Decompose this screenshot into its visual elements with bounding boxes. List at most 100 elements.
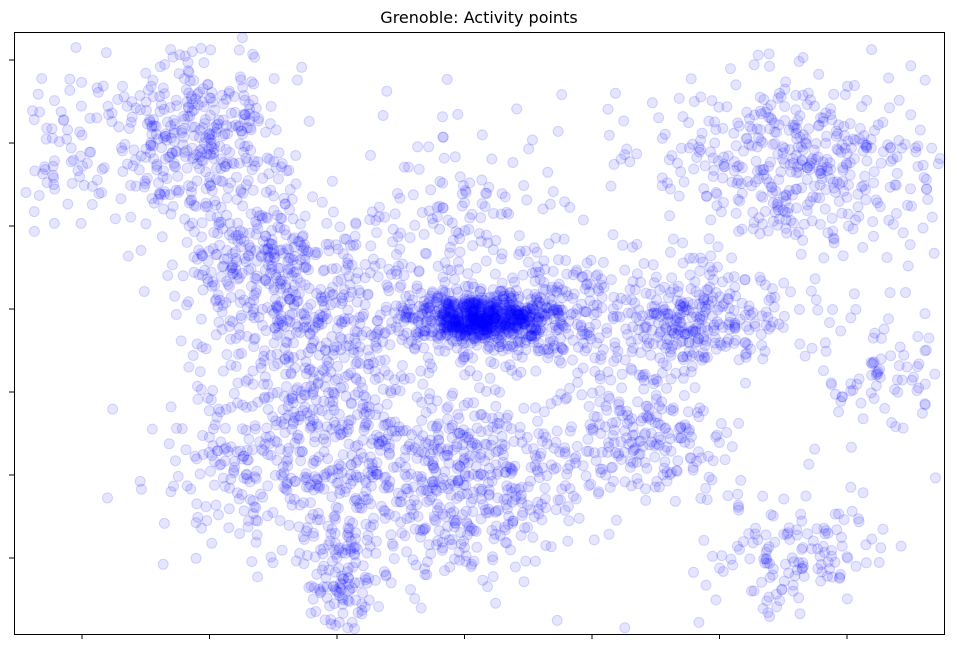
data-point	[726, 252, 738, 264]
data-point	[698, 405, 709, 417]
data-point	[809, 273, 821, 285]
data-point	[918, 172, 930, 183]
data-point	[626, 413, 638, 425]
data-point	[304, 513, 316, 525]
data-point	[515, 366, 527, 378]
data-point	[251, 270, 263, 282]
data-point	[511, 317, 523, 329]
data-point	[279, 413, 291, 424]
data-point	[693, 616, 705, 628]
data-point	[177, 270, 189, 282]
data-point	[677, 351, 688, 363]
data-point	[427, 460, 439, 472]
data-point	[122, 158, 133, 170]
data-point	[467, 352, 479, 364]
data-point	[451, 342, 463, 354]
data-point	[885, 350, 897, 362]
data-point	[538, 277, 550, 288]
data-point	[423, 367, 435, 379]
data-point	[473, 327, 485, 339]
data-point	[367, 433, 379, 445]
data-point	[688, 252, 700, 264]
data-point	[209, 104, 221, 116]
data-point	[378, 566, 390, 578]
data-point	[822, 527, 834, 539]
data-point	[723, 303, 735, 314]
data-point	[912, 161, 924, 172]
data-point	[838, 185, 850, 197]
data-point	[860, 194, 872, 206]
data-point	[594, 370, 606, 381]
data-point	[381, 85, 393, 97]
data-point	[484, 300, 496, 312]
data-point	[437, 287, 449, 298]
data-point	[337, 607, 349, 619]
data-point	[761, 595, 773, 607]
data-point	[464, 310, 476, 322]
data-point	[502, 309, 514, 321]
data-point	[512, 300, 524, 312]
data-point	[701, 351, 713, 363]
data-point	[510, 309, 522, 321]
data-point	[403, 307, 415, 319]
data-point	[577, 460, 589, 472]
data-point	[477, 574, 489, 586]
data-point	[397, 302, 409, 314]
data-point	[666, 150, 678, 161]
data-point	[788, 217, 799, 229]
data-point	[217, 176, 229, 188]
data-point	[516, 327, 528, 339]
data-point	[841, 593, 853, 605]
data-point	[533, 327, 545, 339]
data-point	[189, 450, 201, 462]
data-point	[813, 119, 825, 131]
data-point	[570, 451, 582, 463]
data-point	[346, 259, 358, 271]
data-point	[480, 255, 492, 267]
data-point	[478, 311, 490, 323]
data-point	[117, 80, 128, 92]
data-point	[498, 326, 510, 338]
data-point	[396, 527, 408, 539]
data-point	[469, 313, 481, 325]
data-point	[456, 318, 468, 330]
data-point	[865, 387, 877, 399]
data-point	[524, 323, 536, 335]
data-point	[170, 455, 181, 467]
data-point	[145, 80, 157, 92]
data-point	[463, 290, 475, 302]
data-point	[647, 259, 659, 271]
data-point	[393, 260, 405, 272]
data-point	[239, 94, 251, 106]
data-point	[447, 335, 459, 347]
data-point	[186, 194, 197, 206]
data-point	[467, 312, 479, 324]
data-point	[527, 531, 539, 543]
data-point	[868, 177, 880, 189]
data-point	[207, 440, 219, 452]
data-point	[666, 272, 678, 284]
data-point	[482, 321, 494, 333]
data-point	[311, 473, 323, 485]
data-point	[305, 298, 317, 310]
data-point	[450, 306, 462, 317]
data-point	[787, 157, 799, 169]
data-point	[474, 300, 486, 312]
data-point	[233, 44, 245, 56]
data-point	[498, 293, 510, 305]
data-point	[537, 203, 549, 215]
data-point	[192, 393, 204, 405]
data-point	[524, 330, 536, 342]
data-point	[525, 475, 536, 487]
data-point	[547, 305, 559, 317]
data-point	[765, 99, 777, 111]
data-point	[791, 183, 803, 195]
data-point	[431, 296, 443, 308]
data-point	[181, 162, 193, 174]
data-point	[824, 317, 835, 329]
data-point	[523, 331, 534, 342]
data-point	[494, 321, 505, 333]
data-point	[482, 315, 494, 327]
data-point	[501, 296, 513, 308]
data-point	[726, 441, 738, 453]
